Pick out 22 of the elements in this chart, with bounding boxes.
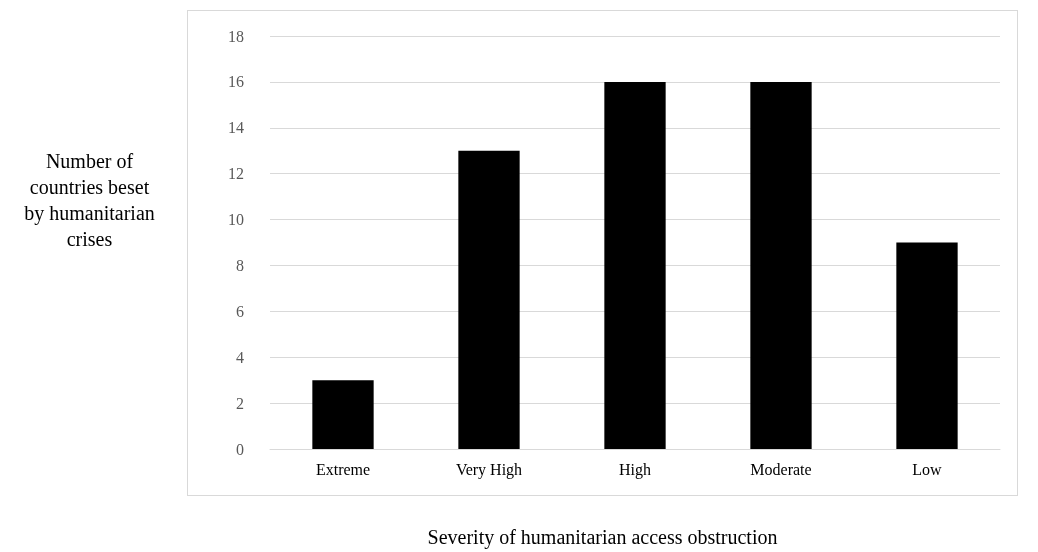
x-tick-label: Extreme: [315, 460, 371, 478]
bar: [750, 81, 812, 449]
x-tick-label: Low: [912, 460, 943, 478]
x-tick-label: Moderate: [750, 460, 812, 478]
x-axis-title: Severity of humanitarian access obstruction: [426, 526, 779, 549]
y-tick-label: 14: [228, 119, 244, 137]
x-tick-label: Very High: [455, 460, 523, 479]
y-tick-label: 0: [236, 440, 244, 458]
y-axis-title: Number of countries beset by humanitarian crises: [23, 149, 156, 252]
x-tick-label: High: [619, 460, 651, 479]
y-tick-label: 4: [236, 348, 244, 366]
bar: [312, 380, 374, 449]
bar: [458, 150, 520, 449]
y-tick-label: 18: [228, 27, 244, 45]
y-tick-label: 10: [228, 211, 244, 229]
y-tick-label: 2: [236, 394, 244, 412]
bar: [896, 242, 958, 449]
y-tick-label: 8: [236, 256, 244, 274]
bar: [604, 81, 666, 449]
y-tick-label: 12: [228, 165, 244, 183]
y-tick-label: 16: [228, 73, 244, 91]
y-tick-label: 6: [236, 302, 244, 320]
